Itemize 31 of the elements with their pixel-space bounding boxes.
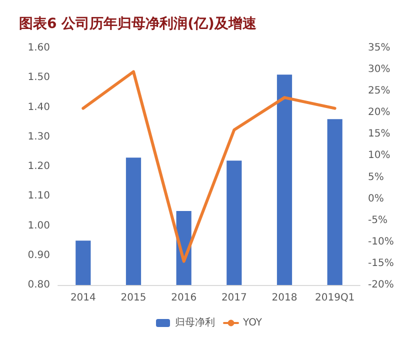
legend-label: YOY [242, 318, 263, 328]
chart-title: 图表6 公司历年归母净利润(亿)及增速 [19, 15, 258, 32]
x-tick-label: 2017 [221, 292, 247, 304]
y-tick-label: 1.20 [28, 161, 50, 172]
x-tick-label: 2018 [272, 292, 298, 304]
y-tick-label: 1.60 [28, 42, 50, 54]
y-tick-label: 1.10 [28, 190, 50, 202]
y2-tick-label: 30% [368, 64, 390, 76]
y-tick-label: 0.80 [28, 280, 50, 290]
y2-tick-label: 35% [368, 42, 390, 54]
y2-tick-label: 5% [368, 172, 384, 183]
y2-tick-label: -10% [368, 236, 394, 248]
y2-tick-label: -20% [368, 280, 394, 290]
x-tick-label: 2016 [171, 292, 197, 304]
y2-tick-label: 25% [368, 86, 390, 97]
y2-tick-label: 20% [368, 107, 390, 118]
y-tick-label: 0.90 [28, 250, 50, 261]
x-tick-label: 2014 [70, 292, 96, 304]
y-tick-label: 1.50 [28, 72, 50, 84]
y-tick-label: 1.30 [28, 131, 50, 142]
y-tick-label: 1.00 [28, 220, 50, 232]
y2-tick-label: 15% [368, 128, 390, 140]
y2-tick-label: 0% [368, 193, 384, 204]
x-tick-label: 2019Q1 [314, 292, 355, 304]
x-tick-label: 2015 [120, 292, 146, 304]
legend-label: 归母净利 [175, 316, 216, 328]
y-tick-label: 1.40 [28, 102, 50, 113]
y2-tick-label: -5% [368, 214, 388, 226]
y2-tick-label: -15% [368, 258, 394, 269]
line-series [82, 70, 336, 263]
y2-tick-label: 10% [368, 150, 390, 162]
